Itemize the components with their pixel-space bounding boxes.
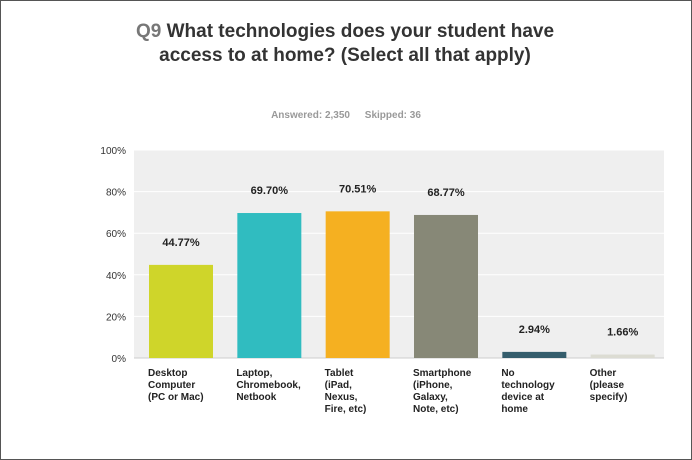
x-tick-label: Other (please specify) <box>590 368 628 403</box>
x-tick-label: Desktop Computer (PC or Mac) <box>148 368 204 403</box>
bar <box>590 354 655 358</box>
data-label: 44.77% <box>162 237 200 249</box>
bar <box>149 264 213 358</box>
question-number: Q9 <box>135 21 162 42</box>
skipped-count: Skipped: 36 <box>364 110 421 121</box>
y-tick-label: 60% <box>106 229 126 240</box>
y-tick-label: 0% <box>112 354 127 365</box>
chart-title: Q9 What technologies does your student h… <box>120 20 570 68</box>
data-label: 2.94% <box>519 324 550 336</box>
y-tick-label: 40% <box>106 271 126 282</box>
x-tick-label: No technology device at home <box>501 368 555 415</box>
bar <box>237 213 302 358</box>
data-label: 68.77% <box>427 187 465 199</box>
bar <box>325 211 390 358</box>
x-tick-label: Tablet (iPad, Nexus, Fire, etc) <box>325 368 367 415</box>
y-tick-label: 100% <box>100 146 126 157</box>
y-tick-label: 80% <box>106 188 126 199</box>
plot-background <box>134 150 664 358</box>
data-label: 70.51% <box>339 183 377 195</box>
x-tick-label: Smartphone (iPhone, Galaxy, Note, etc) <box>413 368 472 415</box>
bar <box>502 351 567 358</box>
response-stats: Answered: 2,350 Skipped: 36 <box>0 110 692 121</box>
y-tick-label: 20% <box>106 312 126 323</box>
answered-count: Answered: 2,350 <box>271 110 350 121</box>
x-tick-label: Laptop, Chromebook, Netbook <box>236 368 301 403</box>
data-label: 1.66% <box>607 327 638 339</box>
bar <box>414 214 478 358</box>
question-text: What technologies does your student have… <box>159 21 555 66</box>
data-label: 69.70% <box>251 185 289 197</box>
